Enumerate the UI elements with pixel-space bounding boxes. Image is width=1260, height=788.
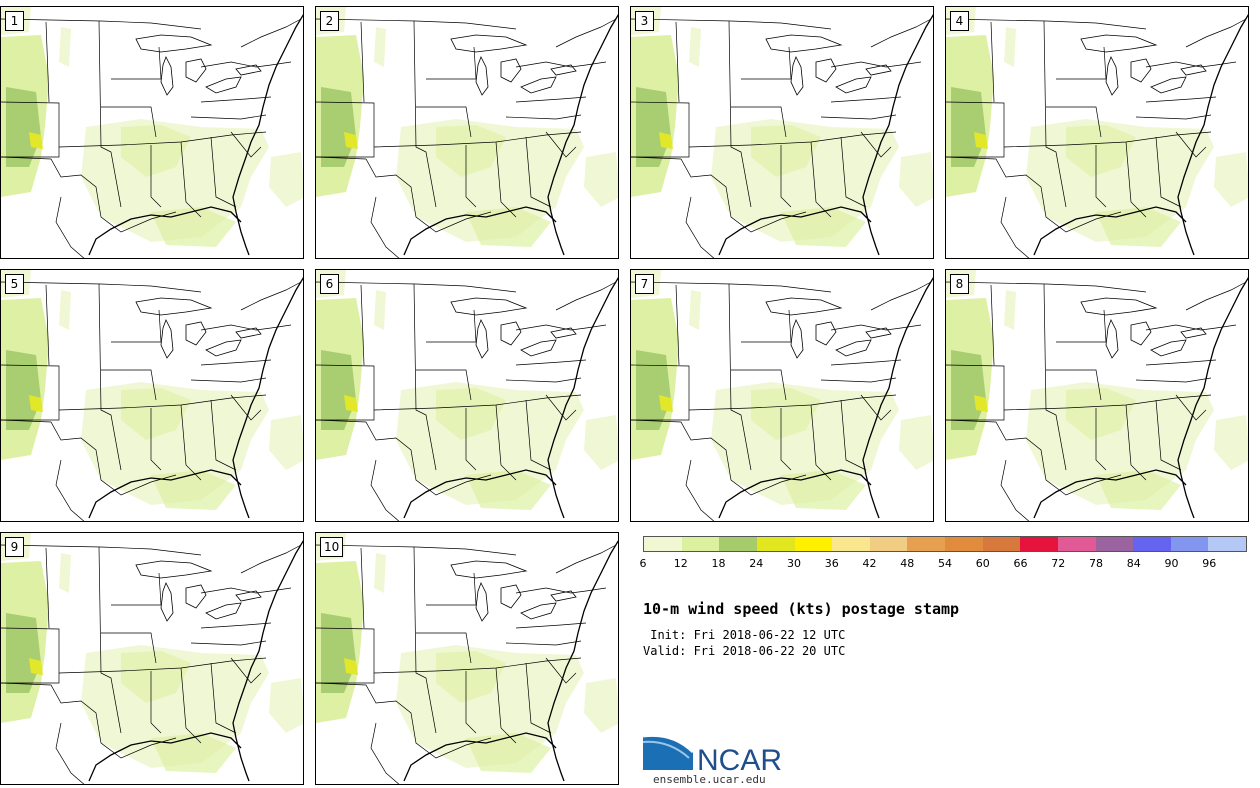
map-10 [316,533,618,784]
member-label-3: 3 [635,11,654,31]
stamp-8[interactable]: 8 [945,269,1249,522]
colorbar-tick-label: 36 [824,557,839,570]
map-7 [631,270,933,521]
member-label-9: 9 [5,537,24,557]
member-label-8: 8 [950,274,969,294]
product-title: 10-m wind speed (kts) postage stamp [643,600,960,618]
ncar-logo: NCAR [643,733,782,776]
colorbar-tick-label: 78 [1089,557,1103,570]
member-label-4: 4 [950,11,969,31]
colorbar-swatch [907,537,945,551]
stamp-4[interactable]: 4 [945,6,1249,259]
member-label-6: 6 [320,274,339,294]
colorbar-swatch [719,537,757,551]
colorbar [643,536,1247,552]
member-label-10: 10 [320,537,344,557]
colorbar-swatch [756,537,795,551]
map-5 [1,270,303,521]
map-6 [316,270,618,521]
map-1 [1,7,303,258]
colorbar-tick-label: 54 [938,557,952,570]
member-label-1: 1 [5,11,24,31]
member-label-5: 5 [5,274,24,294]
colorbar-ticks: 6 12 18 24 30 36 42 48 54 60 66 72 78 84 90 96 [639,557,1247,571]
colorbar-swatch [1133,537,1171,551]
colorbar-tick-label: 30 [787,557,801,570]
colorbar-tick-label: 24 [749,557,764,570]
valid-time: Valid: Fri 2018-06-22 20 UTC [643,644,846,658]
stamp-9[interactable]: 9 [0,532,304,785]
colorbar-swatch [681,537,720,551]
stamp-10[interactable]: 10 [315,532,619,785]
colorbar-tick-label: 66 [1013,557,1028,570]
colorbar-tick-label: 18 [711,557,726,570]
colorbar-tick-label: 84 [1126,557,1141,570]
colorbar-tick-label: 60 [975,557,990,570]
colorbar-swatch [1208,537,1246,551]
stamp-3[interactable]: 3 [630,6,934,259]
colorbar-swatch [1170,537,1209,551]
stamp-7[interactable]: 7 [630,269,934,522]
colorbar-swatch [644,537,682,551]
colorbar-tick-label: 48 [900,557,915,570]
colorbar-swatch [832,537,870,551]
colorbar-swatch [1095,537,1134,551]
colorbar-tick-label: 90 [1164,557,1179,570]
member-label-7: 7 [635,274,654,294]
colorbar-swatch [1020,537,1058,551]
colorbar-swatch [1057,537,1096,551]
stamp-1[interactable]: 1 [0,6,304,259]
colorbar-swatch [945,537,983,551]
member-label-2: 2 [320,11,339,31]
stamp-6[interactable]: 6 [315,269,619,522]
map-2 [316,7,618,258]
stamp-5[interactable]: 5 [0,269,304,522]
colorbar-tick-label: 96 [1202,557,1217,570]
init-time: Init: Fri 2018-06-22 12 UTC [643,628,846,642]
stamp-2[interactable]: 2 [315,6,619,259]
logo-wordmark: NCAR [697,744,782,776]
colorbar-tick-label: 42 [862,557,877,570]
map-4 [946,7,1248,258]
colorbar-swatch [869,537,908,551]
map-3 [631,7,933,258]
colorbar-swatch [982,537,1021,551]
map-8 [946,270,1248,521]
colorbar-tick-label: 12 [673,557,688,570]
map-9 [1,533,303,784]
colorbar-tick-label: 6 [639,557,647,570]
colorbar-tick-label: 72 [1051,557,1066,570]
colorbar-swatch [794,537,833,551]
logo-url: ensemble.ucar.edu [653,773,766,786]
